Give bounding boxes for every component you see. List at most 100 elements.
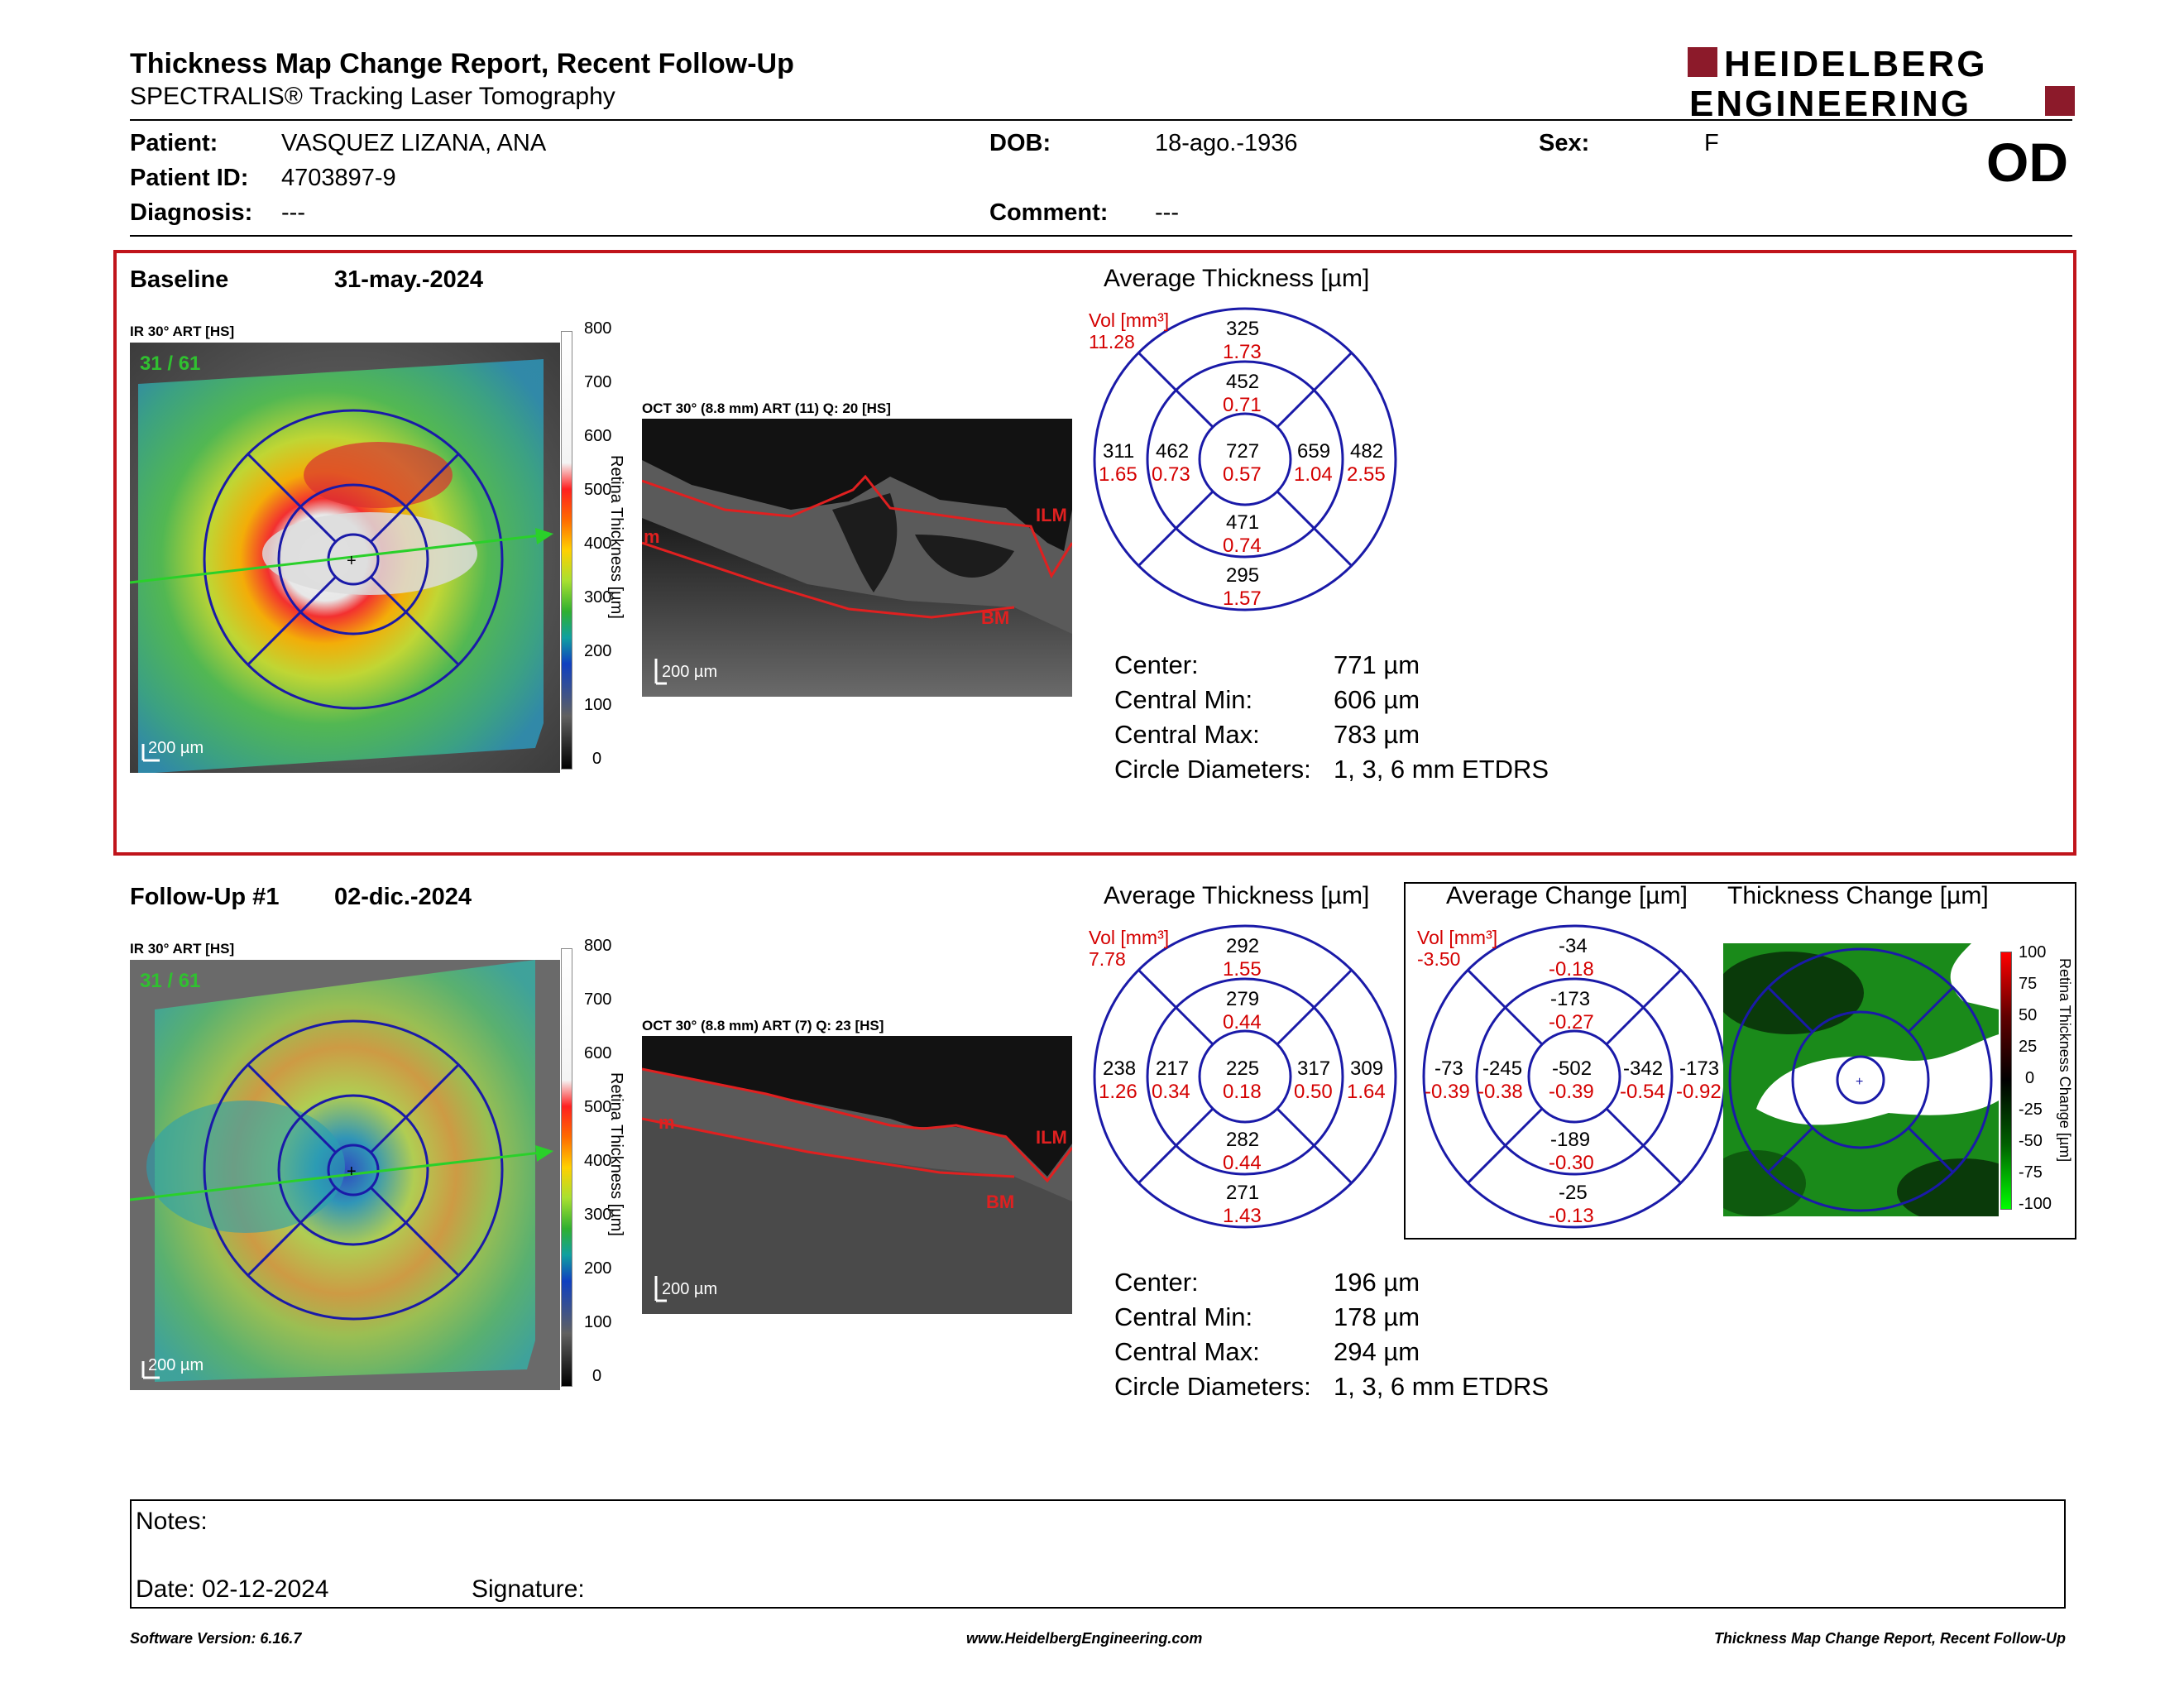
- followup-outer-left-vol: 1.26: [1099, 1081, 1138, 1103]
- change-outer-bottom: -25: [1559, 1182, 1588, 1204]
- baseline-scale-tick-5: 300: [584, 588, 612, 607]
- baseline-center: 727: [1226, 440, 1260, 463]
- change-map-title: Thickness Change [µm]: [1727, 882, 1989, 909]
- followup-stat-max-value: 294 µm: [1334, 1337, 1420, 1366]
- diagnosis-label: Diagnosis:: [130, 199, 253, 226]
- svg-text:ILM: ILM: [1036, 1127, 1067, 1148]
- change-vol-total: -3.50: [1417, 948, 1461, 970]
- svg-text:BM: BM: [981, 607, 1009, 628]
- followup-inner-right: 317: [1297, 1057, 1331, 1080]
- followup-ir-overlay: 31 / 61: [140, 970, 200, 992]
- baseline-oct-label: OCT 30° (8.8 mm) ART (11) Q: 20 [HS]: [642, 400, 891, 416]
- followup-scale-tick-4: 400: [584, 1152, 612, 1170]
- followup-etdrs-chart: [1084, 915, 1406, 1238]
- change-inner-right: -342: [1623, 1057, 1664, 1080]
- followup-stat-center-value: 196 µm: [1334, 1268, 1420, 1297]
- baseline-inner-left-vol: 0.73: [1152, 463, 1190, 486]
- followup-inner-bottom-vol: 0.44: [1223, 1152, 1262, 1174]
- baseline-stat-diam-label: Circle Diameters:: [1114, 755, 1311, 784]
- sex-value: F: [1704, 130, 1719, 156]
- patient-name: VASQUEZ LIZANA, ANA: [281, 130, 547, 156]
- change-scale-tick-2: 50: [2019, 1006, 2038, 1024]
- report-title: Thickness Map Change Report, Recent Foll…: [130, 48, 794, 79]
- followup-etdrs-overlay: +: [130, 1019, 553, 1321]
- baseline-scale-tick-7: 100: [584, 696, 612, 714]
- change-scale-title: Retina Thickness Change [µm]: [2057, 958, 2073, 1163]
- change-scale-tick-1: 75: [2019, 975, 2038, 993]
- change-outer-left: -73: [1434, 1057, 1463, 1080]
- change-inner-left: -245: [1482, 1057, 1523, 1080]
- baseline-stat-diam-value: 1, 3, 6 mm ETDRS: [1334, 755, 1549, 784]
- change-scale-tick-7: -75: [2019, 1163, 2043, 1182]
- svg-text:+: +: [1856, 1075, 1863, 1089]
- followup-ir-image: 31 / 61 200 µm +: [130, 960, 560, 1390]
- heidelberg-logo: HEIDELBERG ENGINEERING: [1688, 44, 2076, 124]
- baseline-frame: [113, 250, 2076, 856]
- followup-label: Follow-Up #1: [130, 884, 280, 910]
- baseline-outer-bottom-vol: 1.57: [1223, 587, 1262, 610]
- baseline-oct-image: ILM BM m 200 µm: [642, 419, 1072, 697]
- followup-outer-right-vol: 1.64: [1347, 1081, 1386, 1103]
- change-scale-bar: [2000, 952, 2012, 1210]
- followup-scale-tick-5: 300: [584, 1206, 612, 1224]
- followup-outer-bottom-vol: 1.43: [1223, 1205, 1262, 1227]
- followup-center: 225: [1226, 1057, 1260, 1080]
- dob-value: 18-ago.-1936: [1155, 130, 1298, 156]
- notes-box[interactable]: [130, 1499, 2066, 1609]
- baseline-outer-top: 325: [1226, 318, 1260, 340]
- baseline-stat-center-value: 771 µm: [1334, 650, 1420, 679]
- baseline-inner-top: 452: [1226, 371, 1260, 393]
- change-outer-right-vol: -0.92: [1676, 1081, 1722, 1103]
- followup-ir-scale: 200 µm: [148, 1356, 204, 1374]
- baseline-outer-bottom: 295: [1226, 564, 1260, 587]
- baseline-stat-min-value: 606 µm: [1334, 685, 1420, 714]
- followup-outer-bottom: 271: [1226, 1182, 1260, 1204]
- baseline-oct-scale: 200 µm: [662, 663, 717, 681]
- followup-inner-right-vol: 0.50: [1294, 1081, 1333, 1103]
- baseline-vol-label: Vol [mm³]: [1089, 309, 1170, 331]
- followup-stat-center-label: Center:: [1114, 1268, 1199, 1297]
- followup-stat-min-value: 178 µm: [1334, 1302, 1420, 1331]
- eye-label: OD: [1986, 132, 2068, 193]
- baseline-inner-bottom: 471: [1226, 511, 1260, 534]
- baseline-inner-top-vol: 0.71: [1223, 394, 1262, 416]
- baseline-inner-right-vol: 1.04: [1294, 463, 1333, 486]
- baseline-inner-bottom-vol: 0.74: [1223, 535, 1262, 557]
- change-scale-tick-3: 25: [2019, 1038, 2038, 1056]
- diagnosis-value: ---: [281, 199, 305, 226]
- patient-id: 4703897-9: [281, 165, 396, 191]
- logo-line1: HEIDELBERG: [1724, 45, 1987, 84]
- svg-text:+: +: [347, 1163, 357, 1181]
- followup-scale-tick-1: 700: [584, 990, 612, 1009]
- svg-text:+: +: [347, 552, 357, 570]
- change-scale-tick-5: -25: [2019, 1101, 2043, 1119]
- footer-url[interactable]: www.HeidelbergEngineering.com: [966, 1630, 1203, 1647]
- baseline-scale-tick-3: 500: [584, 481, 612, 499]
- footer-report-name: Thickness Map Change Report, Recent Foll…: [1713, 1630, 2066, 1647]
- change-inner-top-vol: -0.27: [1549, 1011, 1594, 1033]
- change-inner-right-vol: -0.54: [1620, 1081, 1665, 1103]
- change-center: -502: [1552, 1057, 1592, 1080]
- baseline-stat-max-value: 783 µm: [1334, 720, 1420, 749]
- baseline-chart-title: Average Thickness [µm]: [1104, 265, 1370, 292]
- comment-value: ---: [1155, 199, 1179, 226]
- followup-inner-bottom: 282: [1226, 1129, 1260, 1151]
- change-chart-title: Average Change [µm]: [1446, 882, 1688, 909]
- dob-label: DOB:: [989, 130, 1051, 156]
- sex-label: Sex:: [1539, 130, 1590, 156]
- baseline-scale-tick-8: 0: [592, 750, 602, 768]
- followup-scale-tick-7: 100: [584, 1313, 612, 1331]
- baseline-label: Baseline: [130, 266, 229, 293]
- followup-inner-top: 279: [1226, 988, 1260, 1010]
- baseline-stat-min-label: Central Min:: [1114, 685, 1253, 714]
- notes-label: Notes:: [136, 1508, 208, 1535]
- baseline-scale-tick-6: 200: [584, 642, 612, 660]
- followup-vol-label: Vol [mm³]: [1089, 927, 1170, 948]
- baseline-etdrs-overlay: +: [130, 409, 553, 710]
- followup-stat-min-label: Central Min:: [1114, 1302, 1253, 1331]
- patient-id-label: Patient ID:: [130, 165, 249, 191]
- baseline-thickness-scale: [561, 331, 611, 778]
- baseline-date: 31-may.-2024: [334, 266, 484, 293]
- followup-scale-tick-3: 500: [584, 1098, 612, 1116]
- change-outer-left-vol: -0.39: [1425, 1081, 1470, 1103]
